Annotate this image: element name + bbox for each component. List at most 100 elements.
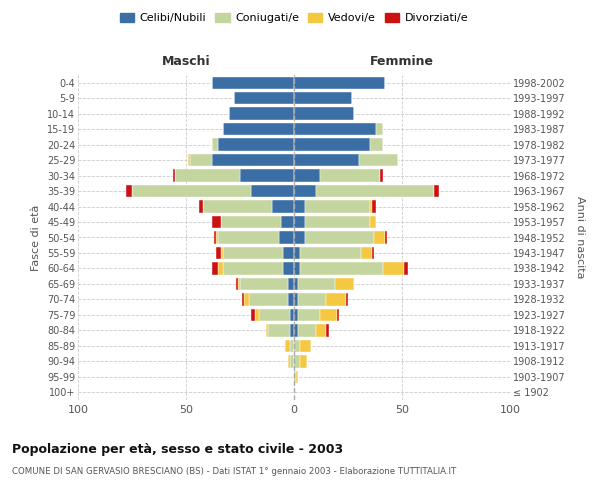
Bar bbox=[290, 308, 294, 321]
Bar bbox=[132, 185, 251, 198]
Bar bbox=[301, 262, 383, 274]
Bar bbox=[283, 247, 294, 259]
Bar bbox=[294, 232, 305, 243]
Bar bbox=[218, 262, 223, 274]
Bar bbox=[175, 170, 240, 182]
Bar bbox=[212, 154, 294, 166]
Bar bbox=[372, 247, 374, 259]
Text: Femmine: Femmine bbox=[370, 56, 434, 68]
Bar bbox=[320, 308, 337, 321]
Bar bbox=[259, 308, 290, 321]
Bar bbox=[294, 293, 298, 306]
Bar bbox=[326, 293, 346, 306]
Bar bbox=[268, 324, 290, 336]
Bar bbox=[374, 232, 385, 243]
Bar bbox=[294, 216, 305, 228]
Bar bbox=[380, 170, 383, 182]
Bar bbox=[294, 154, 359, 166]
Bar bbox=[294, 185, 316, 198]
Bar bbox=[236, 278, 238, 290]
Bar bbox=[240, 278, 287, 290]
Bar bbox=[286, 340, 290, 352]
Bar bbox=[434, 185, 439, 198]
Bar bbox=[298, 308, 320, 321]
Bar bbox=[218, 138, 294, 151]
Bar bbox=[287, 355, 290, 368]
Bar bbox=[305, 200, 370, 212]
Bar bbox=[290, 355, 294, 368]
Bar bbox=[212, 262, 218, 274]
Bar bbox=[216, 247, 221, 259]
Bar bbox=[326, 324, 329, 336]
Bar bbox=[296, 370, 298, 383]
Bar bbox=[272, 200, 294, 212]
Bar bbox=[370, 200, 372, 212]
Bar bbox=[316, 324, 326, 336]
Bar bbox=[294, 92, 352, 104]
Bar bbox=[301, 355, 307, 368]
Bar bbox=[335, 278, 355, 290]
Bar bbox=[281, 216, 294, 228]
Bar bbox=[216, 232, 218, 243]
Bar bbox=[301, 247, 361, 259]
Bar bbox=[294, 278, 298, 290]
Bar bbox=[287, 278, 294, 290]
Bar bbox=[294, 308, 298, 321]
Bar bbox=[346, 293, 348, 306]
Bar bbox=[238, 278, 240, 290]
Bar bbox=[370, 138, 383, 151]
Bar bbox=[283, 262, 294, 274]
Bar bbox=[125, 185, 132, 198]
Bar bbox=[294, 200, 305, 212]
Legend: Celibi/Nubili, Coniugati/e, Vedovi/e, Divorziati/e: Celibi/Nubili, Coniugati/e, Vedovi/e, Di… bbox=[115, 8, 473, 28]
Bar bbox=[248, 293, 287, 306]
Bar bbox=[214, 232, 216, 243]
Bar bbox=[372, 200, 376, 212]
Bar bbox=[337, 308, 340, 321]
Bar bbox=[240, 170, 294, 182]
Bar bbox=[385, 232, 387, 243]
Bar bbox=[294, 76, 385, 89]
Bar bbox=[212, 138, 218, 151]
Bar bbox=[301, 340, 311, 352]
Y-axis label: Fasce di età: Fasce di età bbox=[31, 204, 41, 270]
Bar bbox=[290, 340, 294, 352]
Bar bbox=[294, 170, 320, 182]
Y-axis label: Anni di nascita: Anni di nascita bbox=[575, 196, 585, 279]
Bar bbox=[199, 200, 203, 212]
Bar bbox=[294, 123, 376, 136]
Bar bbox=[221, 216, 281, 228]
Bar bbox=[316, 185, 434, 198]
Bar bbox=[251, 308, 255, 321]
Bar bbox=[298, 293, 326, 306]
Bar bbox=[294, 108, 355, 120]
Bar bbox=[404, 262, 409, 274]
Text: COMUNE DI SAN GERVASIO BRESCIANO (BS) - Dati ISTAT 1° gennaio 2003 - Elaborazion: COMUNE DI SAN GERVASIO BRESCIANO (BS) - … bbox=[12, 468, 456, 476]
Bar bbox=[361, 247, 372, 259]
Bar bbox=[223, 247, 283, 259]
Bar bbox=[320, 170, 380, 182]
Bar bbox=[212, 76, 294, 89]
Bar bbox=[376, 123, 383, 136]
Bar bbox=[266, 324, 268, 336]
Bar bbox=[203, 200, 272, 212]
Bar bbox=[370, 216, 376, 228]
Bar bbox=[298, 278, 335, 290]
Bar bbox=[223, 262, 283, 274]
Text: Maschi: Maschi bbox=[161, 56, 211, 68]
Bar bbox=[244, 293, 248, 306]
Bar bbox=[294, 355, 301, 368]
Bar bbox=[298, 324, 316, 336]
Bar bbox=[294, 324, 298, 336]
Text: Popolazione per età, sesso e stato civile - 2003: Popolazione per età, sesso e stato civil… bbox=[12, 442, 343, 456]
Bar bbox=[233, 92, 294, 104]
Bar bbox=[294, 138, 370, 151]
Bar bbox=[305, 216, 370, 228]
Bar bbox=[212, 216, 221, 228]
Bar bbox=[383, 262, 404, 274]
Bar bbox=[290, 324, 294, 336]
Bar bbox=[190, 154, 212, 166]
Bar bbox=[294, 262, 301, 274]
Bar bbox=[218, 232, 279, 243]
Bar bbox=[229, 108, 294, 120]
